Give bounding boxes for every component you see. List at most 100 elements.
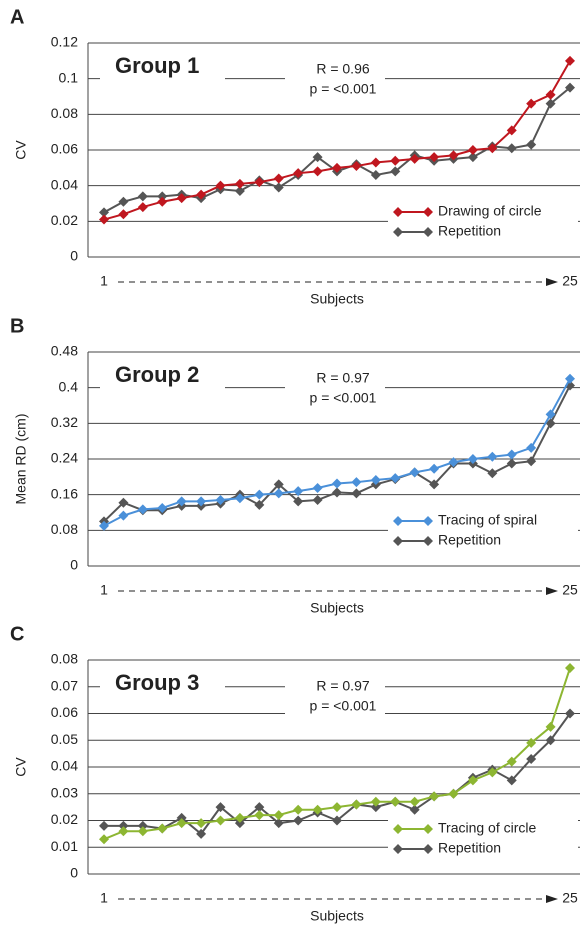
data-point (273, 479, 284, 490)
data-point (99, 214, 109, 225)
y-tick-label: 0.32 (51, 414, 78, 430)
data-point (118, 209, 129, 220)
data-point (293, 168, 304, 179)
data-point (467, 775, 478, 786)
data-point (506, 775, 517, 786)
x-arrow-head (546, 278, 558, 286)
x-tick-label: 25 (562, 582, 578, 598)
data-point (390, 166, 401, 177)
data-point (215, 802, 226, 813)
legend-marker (393, 227, 433, 237)
data-point (234, 178, 245, 189)
data-point (565, 663, 575, 674)
x-tick-label: 1 (100, 890, 108, 906)
y-tick-label: 0 (70, 557, 78, 573)
data-point (526, 737, 537, 748)
legend-box (388, 817, 578, 859)
data-point (157, 196, 168, 207)
data-point (157, 823, 168, 834)
data-point (351, 161, 362, 172)
data-point (506, 125, 517, 136)
data-point (254, 489, 265, 500)
data-point (526, 98, 537, 109)
data-point (370, 474, 381, 485)
data-point (293, 804, 304, 815)
y-tick-label: 0.03 (51, 784, 78, 800)
data-point (487, 143, 498, 154)
data-point (448, 788, 459, 799)
annotation-box (285, 366, 385, 410)
annotation: R = 0.97 (316, 370, 370, 386)
data-point (157, 503, 168, 514)
y-tick-label: 0.08 (51, 651, 78, 667)
data-point (196, 189, 207, 200)
data-point (332, 162, 342, 173)
data-point (487, 468, 498, 479)
y-tick-label: 0.06 (51, 704, 78, 720)
group-title: Group 1 (115, 53, 199, 78)
data-point (409, 804, 420, 815)
data-point (526, 753, 537, 764)
data-point (118, 826, 129, 837)
data-point (215, 815, 226, 826)
data-point (390, 473, 401, 484)
y-axis-label: Mean RD (cm) (13, 413, 29, 504)
legend-label: Repetition (438, 840, 501, 856)
data-point (545, 418, 556, 429)
data-point (293, 815, 304, 826)
data-point (176, 193, 187, 204)
title-box (100, 48, 225, 84)
annotation: R = 0.97 (316, 678, 370, 694)
y-tick-label: 0.16 (51, 485, 78, 501)
data-point (215, 180, 226, 191)
data-point (545, 735, 556, 746)
y-tick-label: 0.02 (51, 811, 78, 827)
y-tick-label: 0.1 (59, 69, 79, 85)
data-point (545, 98, 556, 109)
y-tick-label: 0.01 (51, 838, 78, 854)
data-point (118, 820, 129, 831)
data-point (565, 82, 575, 93)
legend-marker (393, 536, 433, 546)
data-point (526, 139, 537, 150)
title-box (100, 665, 225, 701)
data-point (390, 155, 401, 166)
annotation: p = <0.001 (310, 81, 377, 97)
data-point (215, 495, 226, 506)
annotation-box (285, 57, 385, 101)
data-point (312, 482, 323, 493)
data-point (565, 55, 575, 66)
y-tick-label: 0.04 (51, 176, 78, 192)
data-point (312, 166, 323, 177)
x-tick-label: 25 (562, 890, 578, 906)
data-point (99, 820, 109, 831)
y-tick-label: 0.08 (51, 521, 78, 537)
y-tick-label: 0.06 (51, 141, 78, 157)
data-point (506, 143, 517, 154)
legend-box (388, 509, 578, 551)
y-tick-label: 0.4 (59, 378, 79, 394)
x-axis-label: Subjects (310, 600, 364, 616)
data-point (526, 456, 537, 467)
y-tick-label: 0.24 (51, 450, 78, 466)
data-point (137, 202, 148, 213)
legend-marker (393, 207, 433, 217)
data-point (137, 191, 148, 202)
data-point (506, 756, 517, 767)
data-point (273, 173, 284, 184)
title-box (100, 357, 225, 393)
data-point (370, 796, 381, 807)
data-point (351, 488, 362, 499)
data-point (429, 152, 440, 163)
y-tick-label: 0.02 (51, 212, 78, 228)
data-point (429, 463, 440, 474)
data-point (545, 89, 556, 100)
legend-marker (393, 516, 433, 526)
data-point (409, 467, 420, 478)
x-tick-label: 1 (100, 273, 108, 289)
panel-label: B (10, 315, 24, 337)
data-point (467, 454, 478, 464)
data-point (234, 493, 245, 504)
